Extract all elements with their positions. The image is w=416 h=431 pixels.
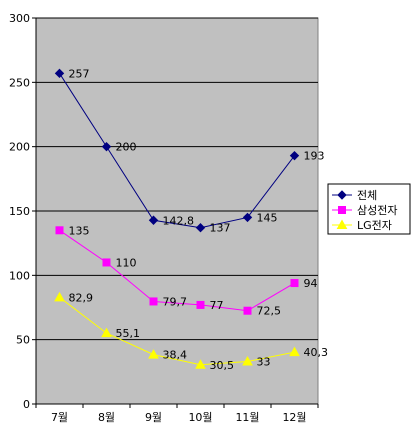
series-1-point-4 <box>243 306 252 315</box>
y-tick-label-5: 250 <box>9 76 30 89</box>
series-1-data-label-4: 72,5 <box>257 305 282 318</box>
series-0-point-2 <box>148 215 159 225</box>
y-tick-label-6: 300 <box>9 12 30 25</box>
series-0-data-label-0: 257 <box>69 67 90 80</box>
x-tick-label-1: 8월 <box>98 411 115 424</box>
series-0-data-label-3: 137 <box>210 222 231 235</box>
series-0-data-label-4: 145 <box>257 211 278 224</box>
series-2-point-5 <box>289 346 300 357</box>
series-2-data-label-2: 38,4 <box>163 349 188 362</box>
y-tick-label-4: 200 <box>9 141 30 154</box>
y-tick-label-1: 50 <box>16 334 30 347</box>
y-tick-label-2: 100 <box>9 269 30 282</box>
legend-label-2: LG전자 <box>357 219 392 232</box>
series-1: 135 110 79,7 77 72,5 94 <box>55 224 318 318</box>
plot-area <box>35 17 319 405</box>
series-2-data-label-3: 30,5 <box>210 359 235 372</box>
series-1-point-5 <box>290 279 299 288</box>
series-2-point-2 <box>148 349 159 359</box>
x-tick-label-5: 12월 <box>282 411 306 424</box>
series-2-data-label-0: 82,9 <box>69 291 94 304</box>
y-tick-label-0: 0 <box>23 398 30 411</box>
series-0-data-label-2: 142,8 <box>163 214 195 227</box>
y-tick-label-3: 150 <box>9 205 30 218</box>
series-1-data-label-3: 77 <box>210 299 224 312</box>
series-0-point-5 <box>289 150 300 161</box>
series-2-point-0 <box>54 291 65 302</box>
legend-label-1: 삼성전자 <box>357 204 397 217</box>
legend-label-0: 전체 <box>357 189 377 202</box>
series-0-data-label-5: 193 <box>304 150 325 163</box>
series-1-data-label-0: 135 <box>69 224 90 237</box>
x-tick-label-2: 9월 <box>145 411 162 424</box>
x-tick-label-3: 10월 <box>188 411 212 424</box>
series-1-data-label-2: 79,7 <box>163 295 188 308</box>
series-2-data-label-4: 33 <box>257 356 271 369</box>
series-1-point-3 <box>196 300 205 309</box>
series-1-data-label-5: 94 <box>304 277 318 290</box>
series-line-0 <box>59 73 295 229</box>
series-2-point-4 <box>242 356 253 366</box>
series-0-data-label-1: 200 <box>116 141 137 154</box>
legend-marker-1 <box>338 206 346 214</box>
series-0: 257 200 142,8 137 145 193 <box>54 67 325 235</box>
series-1-point-1 <box>102 258 111 267</box>
series-line-1 <box>59 229 295 312</box>
series-2-data-label-5: 40,3 <box>304 346 329 359</box>
series-2: 82,9 55,1 38,4 30,5 33 40,3 <box>54 291 329 372</box>
series-0-point-1 <box>101 141 112 152</box>
legend-marker-0 <box>337 190 347 200</box>
series-0-point-0 <box>54 68 65 79</box>
series-0-point-3 <box>195 223 206 233</box>
series-line-2 <box>59 296 295 366</box>
series-0-point-4 <box>242 212 253 223</box>
axes: 0 50 100 150 200 250 300 7월 8월 9월 10월 11월 12월 <box>9 12 319 424</box>
series-1-data-label-1: 110 <box>116 256 137 269</box>
x-tick-label-0: 7월 <box>51 411 68 424</box>
x-tick-label-4: 11월 <box>235 411 259 424</box>
series-2-point-3 <box>195 359 206 369</box>
legend-marker-2 <box>336 219 348 229</box>
series-2-point-1 <box>101 327 112 338</box>
series-1-point-2 <box>149 297 158 306</box>
series-2-data-label-1: 55,1 <box>116 327 141 340</box>
series-1-point-0 <box>55 226 64 235</box>
